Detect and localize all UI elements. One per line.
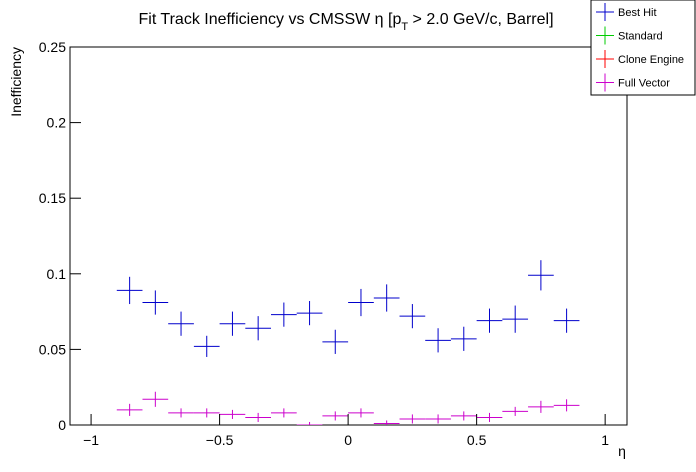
legend-label: Best Hit: [618, 7, 657, 19]
x-tick-label: −1: [83, 432, 99, 448]
y-tick-label: 0.25: [39, 39, 66, 55]
title-end: > 2.0 GeV/c, Barrel]: [408, 11, 553, 28]
chart-title: Fit Track Inefficiency vs CMSSW η [pT > …: [138, 11, 553, 33]
y-axis-label: Inefficiency: [8, 47, 24, 117]
x-tick-label: 0: [344, 432, 352, 448]
x-tick-label: 1: [601, 432, 609, 448]
legend-label: Standard: [618, 31, 663, 43]
legend-label: Full Vector: [618, 78, 670, 90]
title-subscript: T: [401, 21, 408, 33]
x-tick-label: −0.5: [206, 432, 234, 448]
y-tick-label: 0.1: [47, 266, 67, 282]
legend: [590, 0, 696, 96]
x-axis-label: η: [618, 443, 626, 459]
legend-entries: Best Hit Standard Clone Engine Full Vector: [596, 3, 684, 92]
y-tick-label: 0.2: [47, 115, 67, 131]
y-tick-label: 0.05: [39, 341, 66, 357]
y-tick-label: 0: [58, 417, 66, 433]
legend-label: Clone Engine: [618, 54, 684, 66]
data-area: [116, 260, 580, 425]
y-tick-label: 0.15: [39, 190, 66, 206]
x-tick-label: 0.5: [467, 432, 487, 448]
title-main: Fit Track Inefficiency vs CMSSW η [p: [138, 11, 401, 28]
